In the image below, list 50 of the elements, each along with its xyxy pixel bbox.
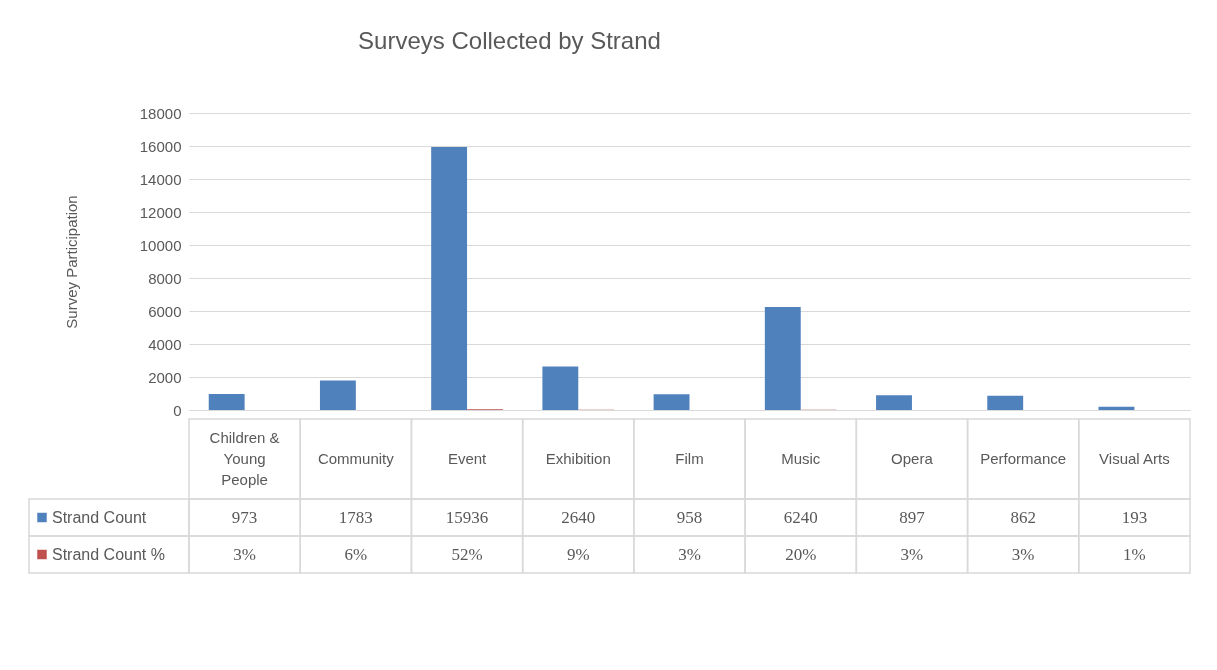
data-label: 15936 (445, 507, 489, 527)
x-tick-label: Music (781, 450, 821, 467)
x-tick-label: Performance (980, 450, 1067, 467)
bar (431, 147, 468, 410)
y-tick-label: 18000 (139, 104, 182, 122)
x-tick-label: Exhibition (545, 450, 611, 467)
data-label: 6% (344, 544, 368, 564)
data-label: 973 (231, 507, 258, 527)
data-label: 1783 (338, 507, 373, 527)
x-tick-label: Visual Arts (1099, 450, 1170, 467)
bar (764, 307, 801, 410)
x-tick-label: Children & Young People (209, 429, 280, 488)
data-label: 958 (676, 507, 703, 527)
legend-label: Strand Count % (52, 545, 165, 563)
x-tick-label: Community (317, 450, 395, 467)
data-label: 2640 (561, 507, 596, 527)
data-label: 193 (1121, 507, 1148, 527)
bar (208, 393, 245, 410)
data-label: 3% (233, 544, 256, 564)
data-label: 1% (1123, 544, 1146, 564)
y-tick-label: 4000 (148, 335, 182, 353)
y-tick-label: 14000 (139, 170, 182, 188)
bar (987, 395, 1024, 410)
data-label: 897 (899, 507, 926, 527)
y-tick-label: 8000 (148, 269, 182, 287)
y-tick-label: 0 (173, 401, 182, 419)
y-tick-label: 6000 (148, 302, 182, 320)
data-label: 9% (566, 544, 590, 564)
bar (653, 394, 690, 410)
y-tick-label: 2000 (148, 368, 182, 386)
bar (876, 395, 912, 410)
bar (1098, 406, 1135, 410)
bar (319, 380, 356, 410)
y-axis-title: Survey Participation (62, 195, 80, 329)
legend-label: Strand Count (52, 508, 147, 526)
data-label: 52% (451, 544, 483, 564)
x-tick-label: Film (675, 450, 704, 467)
x-tick-label: Event (447, 450, 488, 467)
data-label: 6240 (783, 507, 818, 527)
data-label: 3% (1011, 544, 1035, 564)
bar (542, 366, 579, 410)
data-label: 3% (678, 544, 701, 564)
data-label: 20% (785, 544, 817, 564)
data-label: 3% (900, 544, 924, 564)
x-tick-label: Opera (891, 450, 934, 467)
data-label: 862 (1010, 507, 1036, 527)
y-tick-label: 10000 (139, 236, 182, 254)
y-tick-label: 16000 (139, 137, 182, 155)
chart-title: Surveys Collected by Strand (358, 27, 661, 54)
y-tick-label: 12000 (139, 203, 182, 221)
